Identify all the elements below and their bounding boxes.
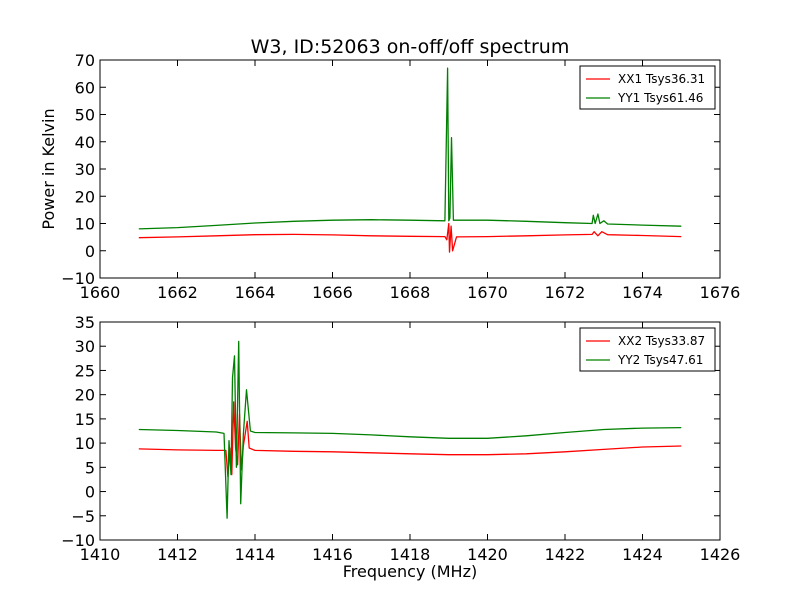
x-tick-label: 1670 [467,283,508,302]
legend-entry: XX1 Tsys36.31 [618,72,705,86]
y-tick-label: 40 [75,133,95,152]
x-tick-label: 1674 [622,283,663,302]
y-tick-label: −10 [61,531,95,550]
x-tick-label: 1672 [545,283,586,302]
x-tick-label: 1418 [390,545,431,564]
y-tick-label: 35 [75,313,95,332]
figure-title: W3, ID:52063 on-off/off spectrum [251,36,570,58]
bottom-spectrum-panel: 1410 1412 1414 1416 1418 1420 1422 1424 1426 −10 −… [61,313,740,581]
y-tick-label: −10 [61,269,95,288]
y-tick-label: 0 [85,242,95,261]
x-tick-label: 1414 [235,545,276,564]
x-tick-label: 1662 [157,283,198,302]
y-axis-label: Power in Kelvin [39,108,58,229]
x-tick-label: 1422 [545,545,586,564]
y-tick-label: 0 [85,483,95,502]
legend-box [579,327,716,372]
legend-box [579,65,716,110]
x-axis-label: Frequency (MHz) [343,562,477,581]
x-tick-label: 1664 [235,283,276,302]
x-tick-label: 1424 [622,545,663,564]
y-tick-label: 10 [75,434,95,453]
y-tick-label: 30 [75,337,95,356]
legend-entry: YY2 Tsys47.61 [617,353,703,367]
x-tick-label: 1660 [80,283,121,302]
x-tick-label: 1410 [80,545,121,564]
series-line-xx [138,222,682,253]
y-tick-label: 70 [75,51,95,70]
y-tick-label: 30 [75,160,95,179]
y-tick-label: 15 [75,410,95,429]
x-tick-label: 1666 [312,283,353,302]
legend-entry: XX2 Tsys33.87 [618,334,705,348]
x-tick-label: 1676 [700,283,741,302]
x-tick-label: 1412 [157,545,198,564]
y-tick-label: 10 [75,215,95,234]
y-tick-label: 60 [75,78,95,97]
y-tick-label: 25 [75,361,95,380]
y-tick-label: 50 [75,106,95,125]
x-tick-label: 1416 [312,545,353,564]
series-line-yy [138,340,682,519]
y-tick-label: 20 [75,386,95,405]
x-tick-label: 1426 [700,545,741,564]
x-tick-label: 1420 [467,545,508,564]
y-tick-label: −5 [71,507,95,526]
y-tick-label: 5 [85,458,95,477]
series-line-yy [138,67,682,230]
top-spectrum-panel: 1660 1662 1664 1666 1668 1670 1672 1674 1676 −10 0… [39,51,740,302]
legend-entry: YY1 Tsys61.46 [617,91,703,105]
x-tick-label: 1668 [390,283,431,302]
y-tick-label: 20 [75,187,95,206]
